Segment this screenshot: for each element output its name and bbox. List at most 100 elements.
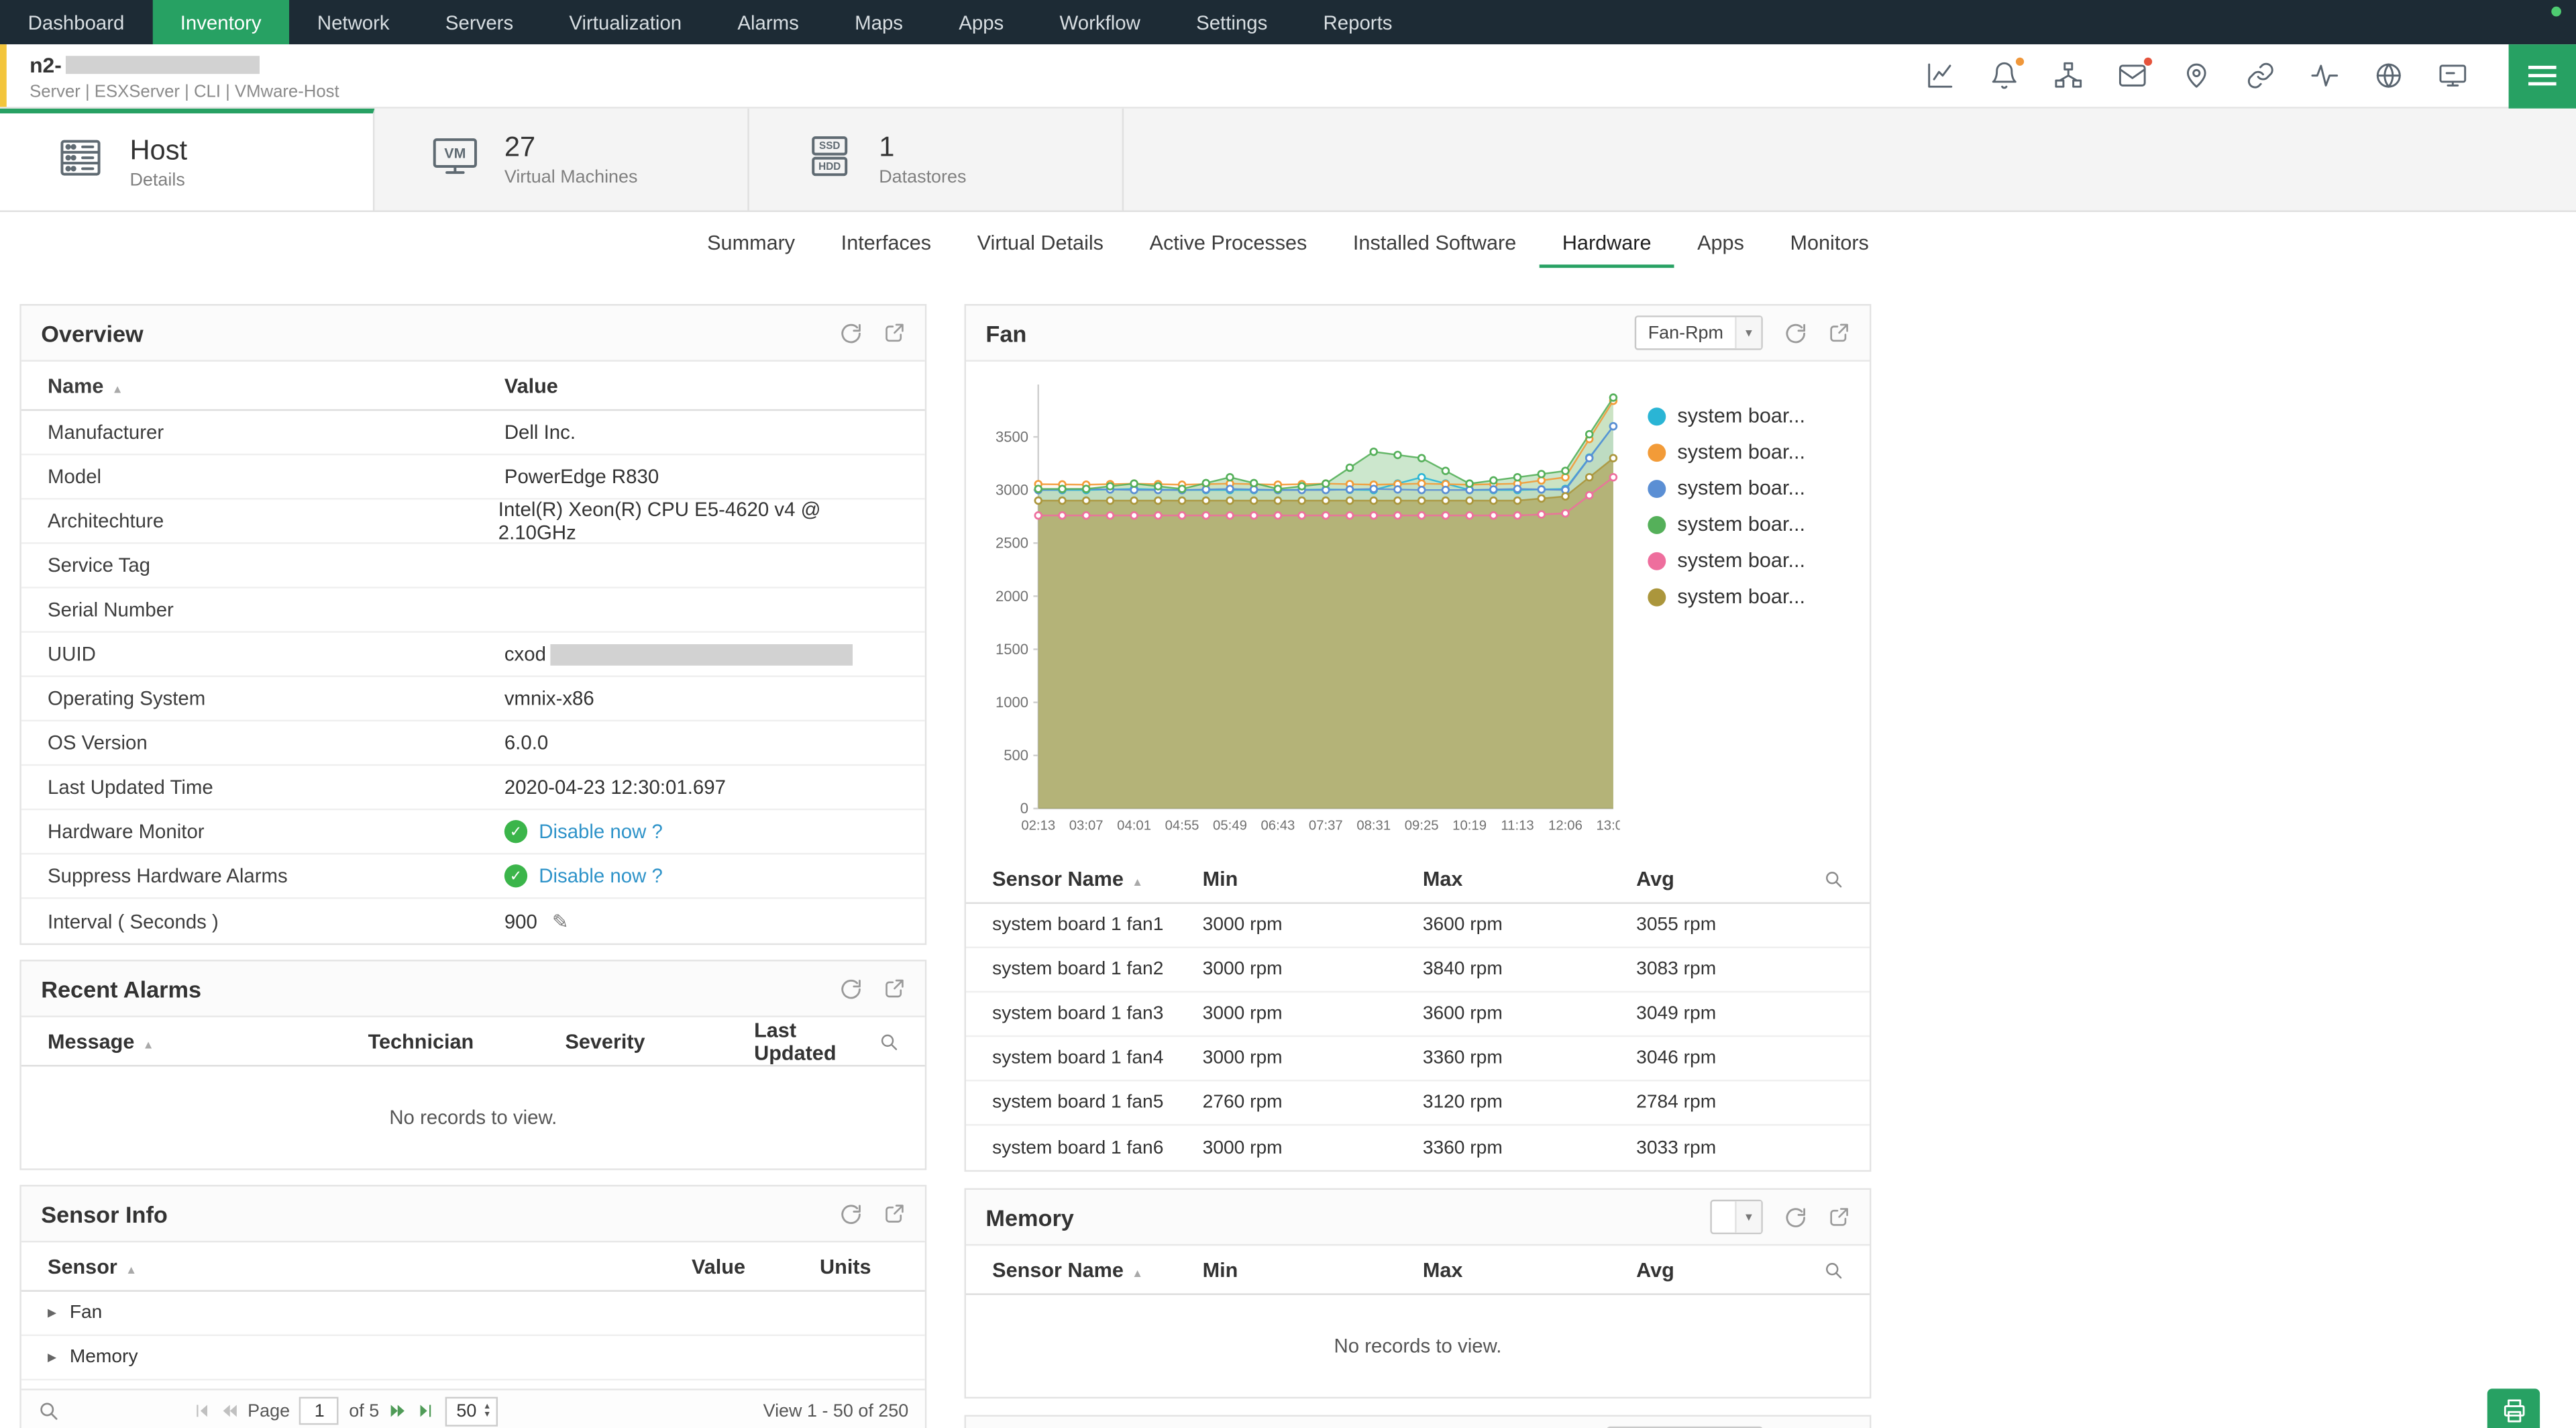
column-sensor[interactable]: Sensor ▲: [48, 1254, 138, 1278]
nav-dashboard[interactable]: Dashboard: [28, 10, 125, 34]
menu-bar: [2528, 65, 2557, 69]
legend-label: system boar...: [1677, 476, 1805, 500]
topology-icon[interactable]: [2053, 61, 2083, 91]
nav-network[interactable]: Network: [317, 10, 390, 34]
host-details-card[interactable]: Host Details: [0, 108, 375, 211]
disable-suppress-alarms-link[interactable]: Disable now ?: [539, 864, 663, 888]
row-name: Architechture: [48, 509, 164, 533]
remote-screen-icon[interactable]: [2438, 61, 2467, 91]
nav-reports[interactable]: Reports: [1323, 10, 1393, 34]
feedback-button[interactable]: [2487, 1388, 2540, 1428]
legend-label: system boar...: [1677, 440, 1805, 464]
sensor-group-memory[interactable]: ▶ Memory: [21, 1336, 925, 1381]
nav-settings[interactable]: Settings: [1196, 10, 1268, 34]
tab-monitors[interactable]: Monitors: [1790, 232, 1869, 255]
edit-interval-icon[interactable]: ✎: [551, 909, 569, 933]
table-row: system board 1 fan5 2760 rpm 3120 rpm 2784 …: [966, 1081, 1870, 1126]
location-pin-icon[interactable]: [2182, 61, 2211, 91]
svg-text:08:31: 08:31: [1356, 819, 1391, 833]
svg-text:2500: 2500: [996, 535, 1028, 552]
table-row: Interval ( Seconds ) 900 ✎: [21, 899, 925, 944]
cell-avg: 3033 rpm: [1636, 1137, 1717, 1158]
menu-button[interactable]: [2508, 43, 2576, 108]
nav-workflow[interactable]: Workflow: [1059, 10, 1140, 34]
svg-text:12:06: 12:06: [1548, 819, 1582, 833]
memory-panel: Memory ▾ Sensor Name ▲ Min Max Avg: [964, 1188, 1872, 1399]
search-icon[interactable]: [1823, 1260, 1843, 1279]
nav-virtualization[interactable]: Virtualization: [569, 10, 682, 34]
disable-hardware-monitor-link[interactable]: Disable now ?: [539, 820, 663, 844]
tab-interfaces[interactable]: Interfaces: [841, 232, 932, 255]
link-icon[interactable]: [2246, 61, 2275, 91]
tab-apps[interactable]: Apps: [1697, 232, 1744, 255]
row-value: vmnix-x86: [504, 686, 594, 710]
expand-icon[interactable]: [884, 1203, 906, 1225]
nav-alarms[interactable]: Alarms: [737, 10, 799, 34]
search-icon[interactable]: [38, 1400, 59, 1422]
column-max: Max: [1422, 866, 1463, 890]
legend-item[interactable]: system boar...: [1648, 440, 1805, 464]
tab-active-processes[interactable]: Active Processes: [1149, 232, 1307, 255]
device-subtitle: Server | ESXServer | CLI | VMware-Host: [30, 82, 339, 102]
cell-avg: 3046 rpm: [1636, 1048, 1717, 1068]
legend-item[interactable]: system boar...: [1648, 404, 1805, 427]
refresh-icon[interactable]: [839, 977, 862, 1000]
legend-item[interactable]: system boar...: [1648, 513, 1805, 536]
fan-metric-dropdown[interactable]: Fan-Rpm ▾: [1635, 315, 1763, 350]
refresh-icon[interactable]: [1784, 321, 1807, 344]
nav-inventory[interactable]: Inventory: [152, 0, 290, 45]
nav-servers[interactable]: Servers: [445, 10, 514, 34]
column-sensor-name[interactable]: Sensor Name ▲: [992, 866, 1144, 890]
tab-virtual-details[interactable]: Virtual Details: [977, 232, 1104, 255]
power-metric-dropdown[interactable]: Power-Watts ▾: [1607, 1426, 1763, 1428]
column-message[interactable]: Message ▲: [48, 1029, 154, 1053]
row-name: Service Tag: [48, 554, 151, 577]
column-sensor-name[interactable]: Sensor Name ▲: [992, 1258, 1144, 1281]
refresh-icon[interactable]: [839, 321, 862, 344]
page-size-select[interactable]: 50 ▲ ▼: [445, 1396, 498, 1426]
sparkline-icon[interactable]: [2310, 61, 2339, 91]
host-card-subtitle: Details: [129, 170, 185, 190]
column-value: Value: [692, 1254, 746, 1278]
sort-caret-icon: ▲: [1132, 876, 1144, 888]
panel-title: Recent Alarms: [41, 975, 202, 1002]
mail-icon[interactable]: [2118, 57, 2153, 91]
first-page-button[interactable]: [192, 1402, 210, 1420]
chevron-right-icon: ▶: [48, 1308, 57, 1320]
refresh-icon[interactable]: [839, 1202, 862, 1225]
tab-summary[interactable]: Summary: [707, 232, 796, 255]
search-icon[interactable]: [1823, 868, 1843, 888]
refresh-icon[interactable]: [1784, 1205, 1807, 1228]
expand-icon[interactable]: [1829, 322, 1850, 344]
expand-icon[interactable]: [1829, 1207, 1850, 1228]
next-page-button[interactable]: [389, 1402, 407, 1420]
prev-page-button[interactable]: [220, 1402, 238, 1420]
legend-item[interactable]: system boar...: [1648, 476, 1805, 499]
legend-item[interactable]: system boar...: [1648, 585, 1805, 608]
nav-apps[interactable]: Apps: [959, 10, 1004, 34]
expand-icon[interactable]: [884, 978, 906, 999]
row-name: Interval ( Seconds ): [48, 909, 219, 933]
expand-icon[interactable]: [884, 322, 906, 344]
alarm-bell-icon[interactable]: [1990, 57, 2025, 91]
legend-item[interactable]: system boar...: [1648, 549, 1805, 572]
datastores-card[interactable]: SSD HDD 1 Datastores: [749, 108, 1124, 211]
sensor-group-fan[interactable]: ▶ Fan: [21, 1292, 925, 1337]
column-name[interactable]: Name ▲: [48, 374, 123, 397]
performance-chart-icon[interactable]: [1925, 61, 1955, 91]
virtual-machines-card[interactable]: VM 27 Virtual Machines: [374, 108, 749, 211]
column-technician: Technician: [368, 1029, 474, 1053]
search-icon[interactable]: [879, 1031, 898, 1051]
legend-color-dot: [1648, 478, 1666, 497]
chevron-down-icon: ▾: [1735, 317, 1762, 349]
tab-hardware[interactable]: Hardware: [1539, 225, 1674, 268]
page-input[interactable]: [299, 1396, 339, 1425]
tab-installed-software[interactable]: Installed Software: [1352, 232, 1517, 255]
globe-icon[interactable]: [2374, 61, 2404, 91]
last-page-button[interactable]: [417, 1402, 435, 1420]
memory-metric-dropdown[interactable]: ▾: [1710, 1199, 1763, 1235]
cell-avg: 3055 rpm: [1636, 915, 1717, 935]
cell-min: 3000 rpm: [1202, 1004, 1283, 1024]
nav-maps[interactable]: Maps: [855, 10, 903, 34]
row-value: Dell Inc.: [504, 420, 576, 444]
